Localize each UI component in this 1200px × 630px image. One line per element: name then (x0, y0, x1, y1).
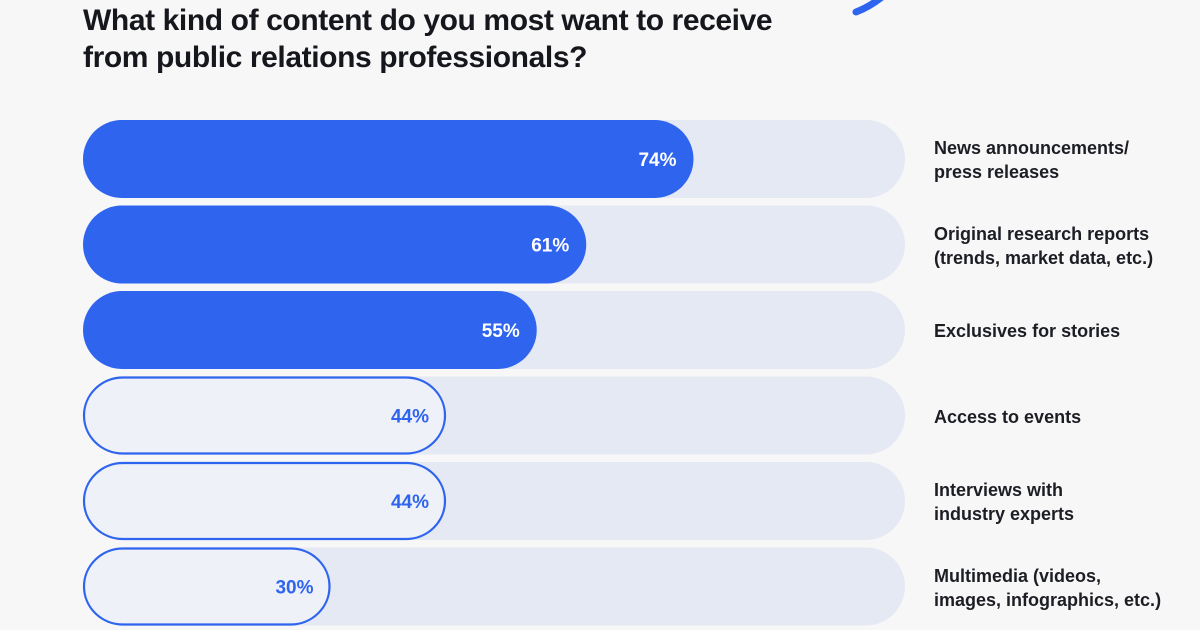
category-label-line: Multimedia (videos, (934, 565, 1102, 586)
category-label-line: News announcements/ (934, 138, 1130, 158)
bar-value-label: 44% (391, 407, 429, 428)
bar-value-label: 55% (482, 321, 520, 342)
category-label-line: Access to events (934, 406, 1082, 427)
bar-6 (82, 547, 331, 626)
bar-5 (82, 461, 447, 541)
category-label-line: Interviews with (934, 480, 1064, 500)
category-label-line: (trends, market data, etc.) (934, 247, 1154, 268)
chart-title: What kind of content do you most want to… (83, 2, 773, 76)
bar-3 (83, 291, 537, 369)
category-label: Original research reports (trends, market… (934, 222, 1184, 270)
bar-4 (82, 376, 447, 455)
bar-value-label: 74% (638, 150, 676, 171)
category-label: Interviews with industry experts (934, 478, 1184, 526)
bar-value-label: 44% (391, 492, 429, 513)
category-label-line: Exclusives for stories (934, 321, 1121, 341)
category-label: News announcements/press releases (934, 136, 1184, 184)
category-label-line: press releases (934, 162, 1060, 182)
bar-1 (83, 120, 694, 198)
category-label-line: Original research reports (934, 223, 1150, 244)
chart-title-line-1: What kind of content do you most want to… (83, 4, 773, 37)
bar-value-label: 30% (275, 578, 313, 599)
category-label-line: images, infographics, etc.) (934, 589, 1162, 610)
decorative-stroke-icon (852, 0, 884, 16)
category-label: Multimedia (videos, images, infographics,… (934, 564, 1184, 612)
chart-title-line-2: from public relations professionals? (83, 41, 588, 74)
category-label: Access to events (934, 405, 1184, 429)
bar-value-label: 61% (531, 236, 569, 257)
category-label-line: industry experts (934, 504, 1075, 524)
category-label: Exclusives for stories (934, 319, 1184, 343)
bar-2 (83, 205, 587, 284)
